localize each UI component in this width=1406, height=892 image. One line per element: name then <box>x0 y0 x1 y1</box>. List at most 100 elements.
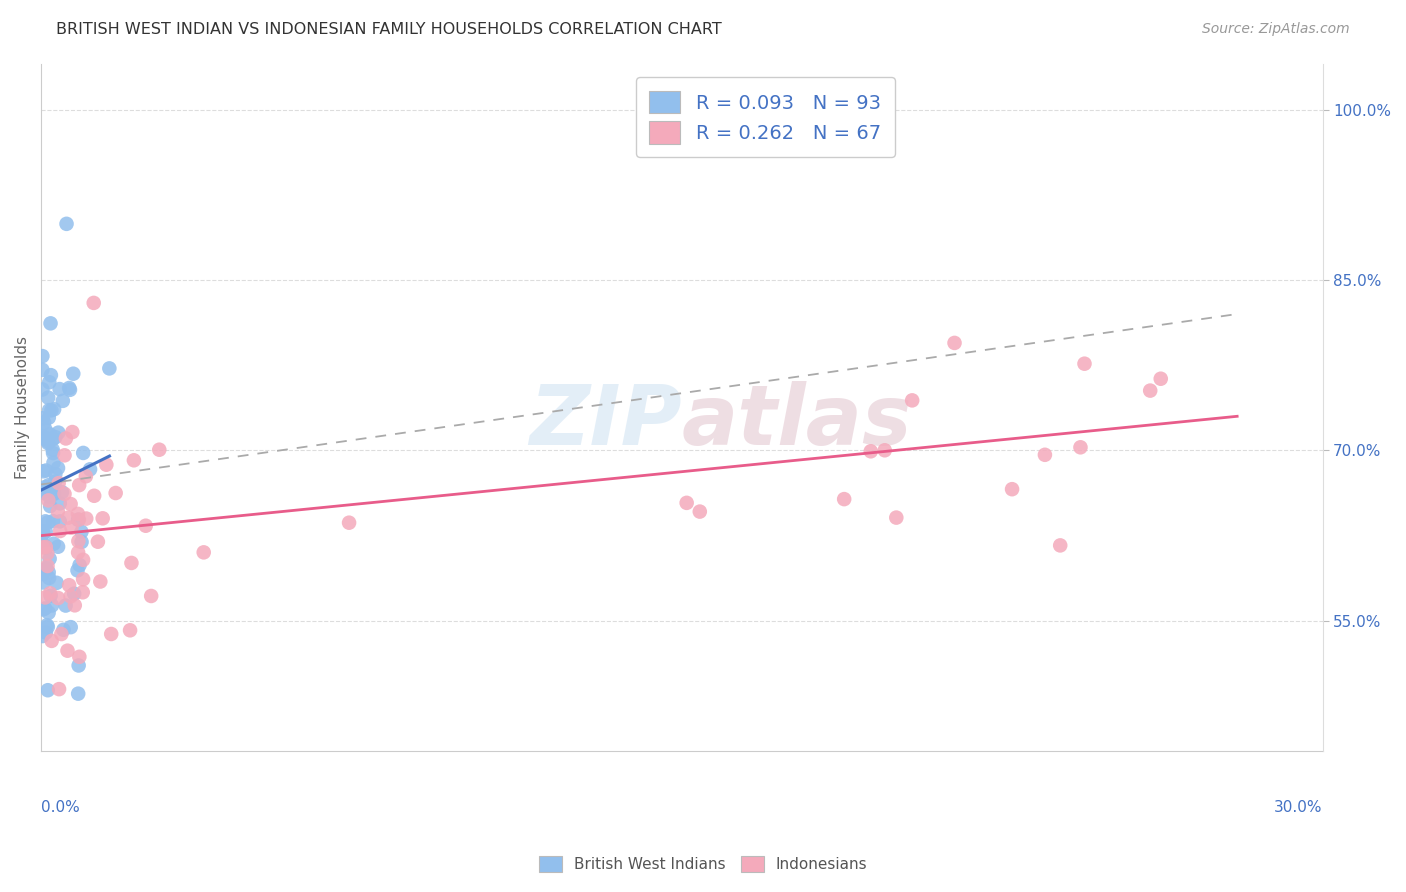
Point <box>32 539 55 553</box>
Point <box>31 524 53 539</box>
Point <box>60 425 83 439</box>
Point <box>67 478 90 492</box>
Point <box>37 434 59 449</box>
Point <box>1069 440 1091 454</box>
Point <box>59 497 82 511</box>
Point <box>55 217 77 231</box>
Point <box>49 524 72 538</box>
Point <box>148 442 170 457</box>
Point <box>51 485 73 500</box>
Point <box>42 432 65 446</box>
Point <box>38 566 60 580</box>
Point <box>37 516 59 530</box>
Point <box>884 510 907 524</box>
Point <box>37 618 59 632</box>
Point <box>193 545 215 559</box>
Point <box>42 514 65 528</box>
Point <box>32 464 55 478</box>
Point <box>59 620 82 634</box>
Point <box>72 553 94 567</box>
Point <box>56 643 79 657</box>
Point <box>34 423 56 437</box>
Point <box>67 545 90 559</box>
Point <box>31 537 53 551</box>
Point <box>44 475 66 489</box>
Point <box>38 403 60 417</box>
Point <box>38 376 60 390</box>
Point <box>59 590 82 604</box>
Text: Source: ZipAtlas.com: Source: ZipAtlas.com <box>1202 22 1350 37</box>
Point <box>62 367 84 381</box>
Point <box>337 516 360 530</box>
Point <box>48 425 70 440</box>
Point <box>39 589 62 603</box>
Point <box>72 572 94 586</box>
Point <box>67 513 90 527</box>
Point <box>58 578 80 592</box>
Point <box>31 566 53 581</box>
Point <box>873 443 896 458</box>
Point <box>63 599 86 613</box>
Point <box>53 487 76 501</box>
Point <box>70 524 93 539</box>
Point <box>141 589 163 603</box>
Point <box>58 510 80 524</box>
Text: 0.0%: 0.0% <box>41 799 80 814</box>
Point <box>49 496 72 510</box>
Point <box>122 453 145 467</box>
Point <box>83 296 105 310</box>
Point <box>31 383 53 397</box>
Legend: R = 0.093   N = 93, R = 0.262   N = 67: R = 0.093 N = 93, R = 0.262 N = 67 <box>636 78 894 157</box>
Point <box>75 469 97 483</box>
Point <box>45 575 67 590</box>
Point <box>39 317 62 331</box>
Point <box>42 537 65 551</box>
Point <box>104 486 127 500</box>
Point <box>52 623 75 637</box>
Point <box>79 462 101 476</box>
Point <box>37 547 59 561</box>
Point <box>31 483 53 497</box>
Point <box>35 540 58 554</box>
Point <box>38 551 60 566</box>
Point <box>943 335 966 350</box>
Point <box>72 446 94 460</box>
Point <box>31 429 53 443</box>
Point <box>67 534 90 549</box>
Point <box>58 381 80 395</box>
Point <box>91 511 114 525</box>
Point <box>42 487 65 501</box>
Point <box>42 402 65 417</box>
Point <box>689 505 711 519</box>
Text: 30.0%: 30.0% <box>1274 799 1323 814</box>
Point <box>67 649 90 664</box>
Point <box>37 493 59 508</box>
Point <box>48 476 70 491</box>
Point <box>31 411 53 425</box>
Point <box>49 515 72 529</box>
Point <box>38 606 60 620</box>
Point <box>32 602 55 616</box>
Point <box>98 361 121 376</box>
Point <box>31 349 53 363</box>
Point <box>96 458 118 472</box>
Point <box>39 499 62 513</box>
Point <box>39 586 62 600</box>
Point <box>63 587 86 601</box>
Point <box>1049 538 1071 552</box>
Point <box>70 535 93 549</box>
Point <box>31 526 53 541</box>
Y-axis label: Family Households: Family Households <box>15 336 30 479</box>
Point <box>35 562 58 576</box>
Point <box>83 489 105 503</box>
Point <box>66 563 89 577</box>
Point <box>48 382 70 396</box>
Point <box>46 540 69 554</box>
Point <box>46 461 69 475</box>
Point <box>34 591 56 605</box>
Point <box>53 448 76 462</box>
Point <box>32 416 55 430</box>
Point <box>41 442 63 457</box>
Point <box>34 601 56 615</box>
Point <box>832 492 855 507</box>
